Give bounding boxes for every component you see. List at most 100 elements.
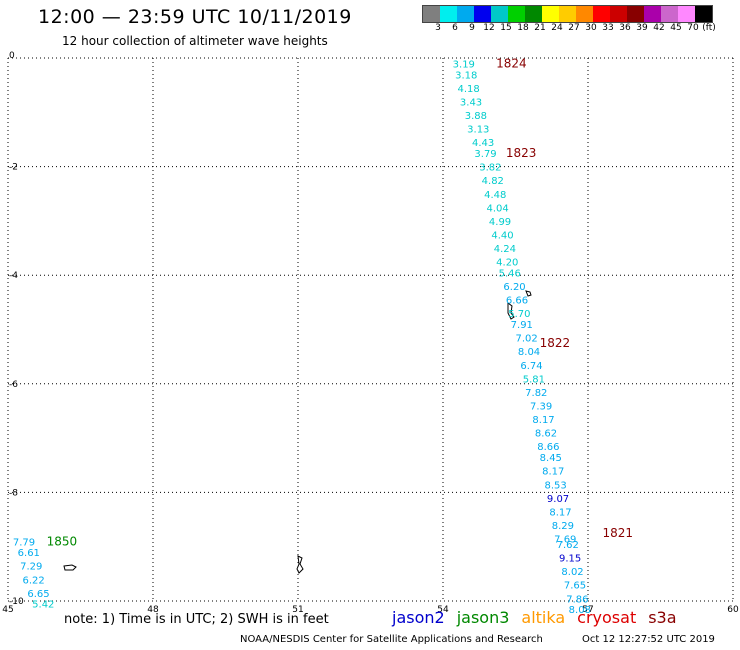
legend-label: 24 — [551, 23, 563, 33]
legend-swatch — [661, 6, 678, 22]
wave-height-point: 8.08 — [569, 605, 591, 616]
island-outline — [296, 555, 304, 574]
legend-swatch — [474, 6, 491, 22]
wave-height-point: 8.02 — [561, 567, 583, 578]
wave-height-point: 7.69 — [554, 535, 576, 546]
wave-height-point: 7.39 — [530, 402, 552, 413]
wave-height-point: 7.65 — [564, 581, 586, 592]
legend-label: 39 — [636, 23, 648, 33]
island-outline — [525, 290, 532, 297]
wave-height-point: 6.66 — [506, 296, 528, 307]
wave-height-point: 8.17 — [532, 415, 554, 426]
wave-height-point: 5.46 — [499, 268, 521, 279]
wave-height-point: 3.82 — [479, 163, 501, 174]
wave-height-point: 6.61 — [18, 548, 40, 559]
legend-swatch — [610, 6, 627, 22]
pass-time-label: 1822 — [540, 336, 571, 350]
wave-height-point: 3.18 — [455, 70, 477, 81]
page-title: 12:00 — 23:59 UTC 10/11/2019 — [38, 6, 352, 28]
legend-label: 36 — [619, 23, 631, 33]
pass-time-label: 1850 — [47, 534, 78, 548]
mission-legend: jason2 jason3 altika cryosat s3a — [392, 608, 689, 627]
wave-height-point: 6.22 — [23, 575, 45, 586]
wave-height-point: 4.99 — [489, 217, 511, 228]
x-tick-label: 57 — [582, 605, 593, 615]
legend-label: 12 — [483, 23, 495, 33]
island-outline — [63, 564, 77, 571]
wave-height-point: 8.17 — [549, 507, 571, 518]
legend-swatch — [576, 6, 593, 22]
wave-height-point: 4.24 — [494, 244, 516, 255]
wave-height-point: 6.20 — [503, 282, 525, 293]
wave-height-point: 3.88 — [465, 111, 487, 122]
legend-label: 9 — [469, 23, 475, 33]
wave-height-point: 7.62 — [557, 540, 579, 551]
legend-label: 45 — [670, 23, 682, 33]
legend-swatch — [423, 6, 440, 22]
y-tick-label: 0 — [9, 51, 15, 61]
legend-swatch — [525, 6, 542, 22]
mission-altika: altika — [521, 608, 566, 627]
wave-height-point: 7.29 — [20, 562, 42, 573]
wave-height-point: 8.04 — [518, 347, 540, 358]
legend-label: 3 — [435, 23, 441, 33]
wave-height-point: 4.20 — [496, 258, 518, 269]
y-tick-label: -10 — [9, 597, 24, 607]
x-tick-label: 51 — [292, 605, 303, 615]
legend-swatch — [542, 6, 559, 22]
x-tick-label: 54 — [437, 605, 449, 615]
wave-height-point: 7.79 — [13, 537, 35, 548]
x-tick-label: 60 — [727, 605, 739, 615]
pass-time-label: 1823 — [506, 146, 537, 160]
wave-height-point: 4.48 — [484, 190, 506, 201]
wave-height-point: 3.79 — [474, 149, 496, 160]
wave-height-point: 8.53 — [545, 480, 567, 491]
wave-height-point: 6.65 — [27, 589, 49, 600]
wave-height-point: 9.07 — [547, 494, 569, 505]
wave-height-point: 4.04 — [487, 203, 509, 214]
y-tick-label: -8 — [9, 488, 18, 498]
y-tick-label: -4 — [9, 271, 18, 281]
legend-swatch — [440, 6, 457, 22]
pass-time-label: 1824 — [496, 56, 527, 70]
legend-label: 30 — [585, 23, 597, 33]
legend-label: 21 — [534, 23, 546, 33]
legend-label: 33 — [602, 23, 614, 33]
pass-time-label: 1821 — [603, 526, 634, 540]
wave-height-point: 3.43 — [460, 97, 482, 108]
wave-height-point: 8.66 — [537, 442, 559, 453]
wave-height-point: 7.82 — [525, 388, 547, 399]
wave-height-point: 8.17 — [542, 467, 564, 478]
wave-height-point: 4.43 — [472, 138, 494, 149]
mission-jason3: jason3 — [456, 608, 510, 627]
legend-swatch — [559, 6, 576, 22]
legend-label: 27 — [568, 23, 580, 33]
legend-swatch — [457, 6, 474, 22]
legend-swatch — [678, 6, 695, 22]
wave-height-point: 8.62 — [535, 429, 557, 440]
wave-height-point: 6.74 — [520, 361, 542, 372]
timestamp-text: Oct 12 12:27:52 UTC 2019 — [582, 634, 715, 645]
wave-height-point: 5.81 — [523, 374, 545, 385]
page-subtitle: 12 hour collection of altimeter wave hei… — [62, 34, 328, 48]
legend-swatch — [644, 6, 661, 22]
wave-height-point: 5.42 — [32, 600, 54, 611]
x-tick-label: 48 — [147, 605, 159, 615]
wave-height-point: 8.45 — [540, 453, 562, 464]
x-tick-label: 45 — [2, 605, 13, 615]
color-scale-legend — [422, 5, 713, 23]
wave-height-point: 4.82 — [482, 176, 504, 187]
wave-height-point: 4.18 — [458, 84, 480, 95]
island-outline — [507, 302, 515, 320]
wave-height-point: 9.15 — [559, 554, 581, 565]
wave-height-point: 4.40 — [491, 230, 513, 241]
wave-height-point: 3.19 — [453, 59, 475, 70]
y-tick-label: -2 — [9, 163, 18, 173]
legend-swatch — [491, 6, 508, 22]
wave-height-point: 7.02 — [516, 334, 538, 345]
y-tick-label: -6 — [9, 380, 18, 390]
wave-height-point: 5.70 — [508, 309, 530, 320]
mission-s3a: s3a — [648, 608, 677, 627]
legend-label: 42 — [653, 23, 665, 33]
